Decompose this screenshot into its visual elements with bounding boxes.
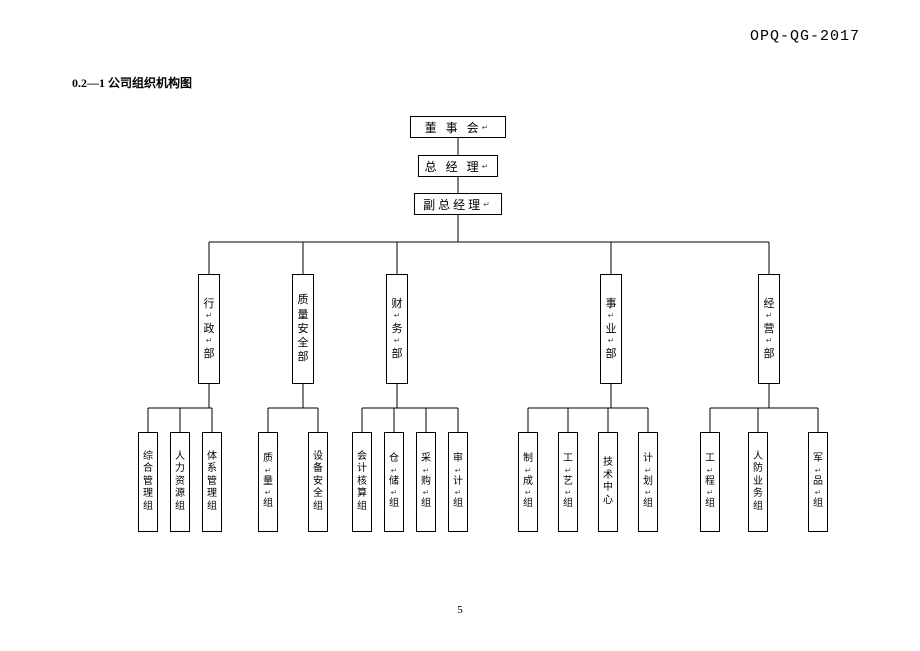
sub-node: 会计核算组 <box>352 432 372 532</box>
sub-node: 采↵购↵组 <box>416 432 436 532</box>
sub-node: 技术中心 <box>598 432 618 532</box>
sub-node: 计↵划↵组 <box>638 432 658 532</box>
org-node: 副总经理↵ <box>414 193 502 215</box>
sub-node: 军↵品↵组 <box>808 432 828 532</box>
org-node: 总 经 理↵ <box>418 155 498 177</box>
dept-node: 经↵营↵部 <box>758 274 780 384</box>
dept-node: 财↵务↵部 <box>386 274 408 384</box>
sub-node: 工↵程↵组 <box>700 432 720 532</box>
sub-node: 人力资源组 <box>170 432 190 532</box>
dept-node: 行↵政↵部 <box>198 274 220 384</box>
sub-node: 综合管理组 <box>138 432 158 532</box>
sub-node: 制↵成↵组 <box>518 432 538 532</box>
org-chart-lines <box>0 0 920 651</box>
sub-node: 审↵计↵组 <box>448 432 468 532</box>
dept-node: 质量安全部 <box>292 274 314 384</box>
dept-node: 事↵业↵部 <box>600 274 622 384</box>
sub-node: 仓↵储↵组 <box>384 432 404 532</box>
sub-node: 设备安全组 <box>308 432 328 532</box>
sub-node: 人防业务组 <box>748 432 768 532</box>
sub-node: 质↵量↵组 <box>258 432 278 532</box>
sub-node: 工↵艺↵组 <box>558 432 578 532</box>
sub-node: 体系管理组 <box>202 432 222 532</box>
org-node: 董 事 会↵ <box>410 116 506 138</box>
